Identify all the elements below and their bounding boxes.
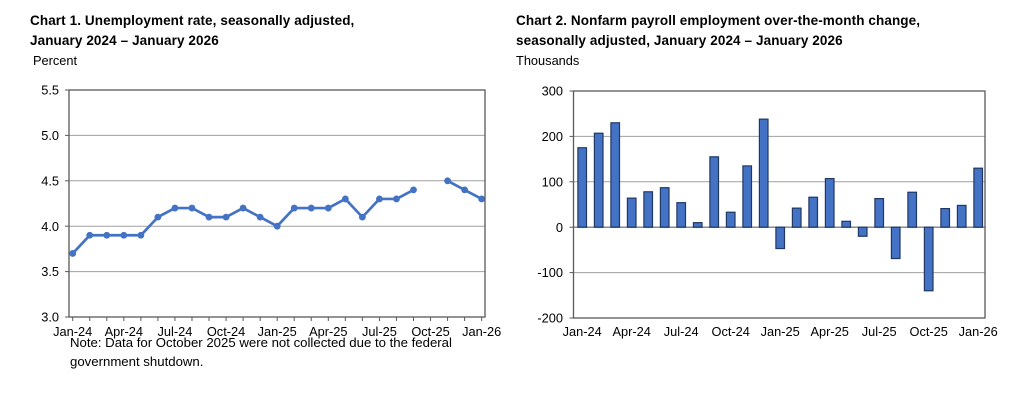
payroll-bar [758,118,769,228]
unemployment-rate-line [71,188,415,255]
payroll-bar [791,207,802,228]
payroll-bar [775,226,786,250]
data-point-marker [307,204,315,212]
unemployment-chart-panel: Chart 1. Unemployment rate, seasonally a… [30,11,501,371]
data-point-marker [358,213,366,221]
x-tick-label: Jan-25 [258,324,297,339]
data-point-marker [86,231,94,239]
payroll-bar [973,167,984,228]
x-tick-label: Jul-25 [862,324,897,339]
data-point-marker [376,195,383,203]
x-tick-label: Apr-25 [309,324,347,339]
payroll-chart-panel: Chart 2. Nonfarm payroll employment over… [512,0,1024,403]
x-tick-label: Oct-24 [711,324,749,339]
payroll-bar [956,204,967,228]
payroll-bar [890,226,901,260]
chart1-note-line2: government shutdown. [70,354,204,369]
x-tick-label: Oct-24 [207,324,245,339]
data-point-marker [103,231,111,239]
plot-border [572,90,986,319]
chart2-title-line1: Chart 2. Nonfarm payroll employment over… [516,13,921,28]
data-point-marker [171,204,179,212]
payroll-bar [725,211,736,228]
data-point-marker [461,186,469,194]
x-tick-label: Oct-25 [411,324,449,339]
x-tick-label: Jul-24 [158,324,193,339]
payroll-bar [626,197,637,228]
payroll-bar [676,202,687,228]
x-tick-label: Apr-24 [612,324,650,339]
x-tick-label: Apr-24 [105,324,143,339]
payroll-bar [593,132,604,228]
y-tick-label: 300 [542,84,563,99]
payroll-bar [692,222,703,228]
payroll-bar [643,191,654,228]
data-point-marker [410,186,417,194]
chart2-unit-label: Thousands [516,53,580,68]
x-tick-label: Jan-26 [462,324,501,339]
data-point-marker [256,213,264,221]
y-tick-label: -100 [537,265,563,280]
data-point-marker [120,231,128,239]
chart1-title: Chart 1. Unemployment rate, seasonally a… [30,11,354,50]
payroll-bar [907,191,918,228]
data-point-marker [188,204,196,212]
payroll-bar [610,122,621,228]
chart1-unit-label: Percent [33,53,78,68]
x-tick-label: Jan-24 [563,324,602,339]
x-tick-label: Jan-26 [959,324,998,339]
plot-border [68,89,486,318]
payroll-bar [940,207,951,228]
payroll-bar [874,197,885,228]
payroll-bar [577,147,588,228]
payroll-bar [709,156,720,228]
payroll-bar [659,187,670,228]
chart1-title-line1: Chart 1. Unemployment rate, seasonally a… [30,13,355,28]
data-point-marker [205,213,213,221]
y-tick-label: 3.0 [41,310,59,325]
payroll-bar [742,165,753,228]
payroll-bar [841,220,852,228]
data-point-marker [341,195,349,203]
y-tick-label: 5.0 [41,128,59,143]
y-tick-label: 4.5 [41,173,59,188]
payroll-bar [824,178,835,228]
data-point-marker [69,250,77,257]
chart2-title-line2: seasonally adjusted, January 2024 – Janu… [516,32,843,48]
data-point-marker [273,222,281,230]
data-point-marker [393,195,400,203]
x-tick-label: Jul-25 [362,324,397,339]
data-point-marker [154,213,162,221]
chart1-note-line1: Note: Data for October 2025 were not col… [70,335,452,350]
data-point-marker [290,204,298,212]
y-tick-label: 4.0 [41,219,59,234]
chart1-note: Note: Data for October 2025 were not col… [70,333,500,371]
x-tick-label: Apr-25 [810,324,848,339]
data-point-marker [444,177,451,185]
data-point-marker [222,213,230,221]
chart1-title-line2: January 2024 – January 2026 [30,32,219,48]
y-tick-label: 0 [556,220,563,235]
x-tick-label: Jul-24 [664,324,699,339]
data-point-marker [137,231,145,239]
data-point-marker [239,204,247,212]
y-tick-label: 5.5 [41,83,59,98]
x-tick-label: Oct-25 [909,324,947,339]
chart2-title: Chart 2. Nonfarm payroll employment over… [516,11,920,50]
y-tick-label: 3.5 [41,264,59,279]
x-tick-label: Jan-25 [761,324,800,339]
x-tick-label: Jan-24 [53,324,92,339]
payroll-bar [808,196,819,228]
payroll-bar [923,226,934,292]
y-tick-label: 200 [542,129,563,144]
y-tick-label: 100 [542,174,563,189]
data-point-marker [478,195,486,203]
data-point-marker [324,204,332,212]
payroll-bar [857,226,868,237]
y-tick-label: -200 [537,311,563,326]
